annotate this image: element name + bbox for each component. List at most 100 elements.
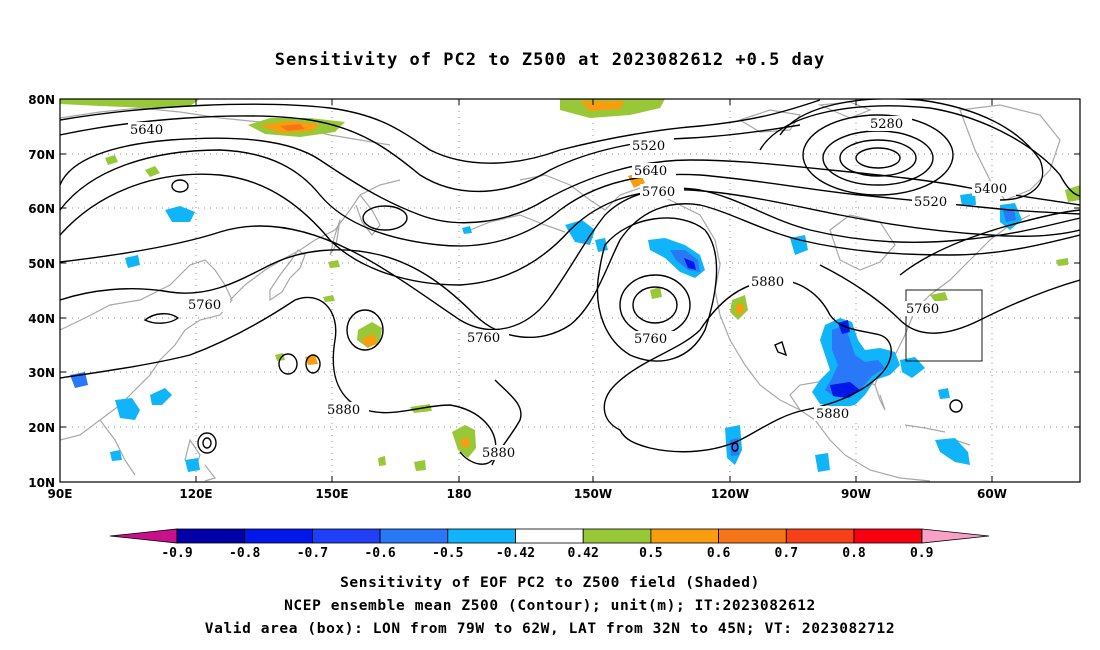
- negative-area: [684, 258, 696, 270]
- z500-contours: [60, 99, 1080, 466]
- negative-area: [185, 458, 200, 472]
- negative-area: [150, 388, 172, 405]
- caption-contour: NCEP ensemble mean Z500 (Contour); unit(…: [284, 598, 816, 614]
- contour-line: [60, 187, 1080, 331]
- positive-area: [105, 155, 118, 165]
- colorbar-cells: [176, 528, 923, 544]
- negative-area: [1003, 209, 1016, 222]
- colorbar-cell: [785, 528, 855, 544]
- colorbar-label: 0.42: [568, 546, 599, 561]
- lon-label: 150E: [315, 487, 348, 501]
- negative-area: [565, 220, 595, 245]
- positive-area: [60, 99, 200, 108]
- positive-area: [736, 303, 744, 315]
- map-title: Sensitivity of PC2 to Z500 at 2023082612…: [274, 50, 826, 70]
- colorbar-label: -0.6: [364, 546, 395, 561]
- contour-line: [839, 139, 917, 177]
- colorbar-label: -0.8: [229, 546, 260, 561]
- negative-area: [462, 226, 472, 234]
- colorbar-cell: [311, 528, 381, 544]
- colorbar-cell: [582, 528, 652, 544]
- negative-area: [730, 438, 739, 456]
- contour-line: [802, 114, 954, 196]
- colorbar-cell: [176, 528, 246, 544]
- contour-label: 5280: [870, 117, 903, 132]
- contour-label: 5640: [634, 164, 667, 179]
- contour-line: [759, 105, 1080, 197]
- plot-frame: [59, 98, 1081, 483]
- negative-area: [825, 325, 885, 398]
- lat-label: 70N: [28, 148, 55, 162]
- positive-area: [378, 456, 386, 466]
- contour-label: 5880: [482, 446, 515, 461]
- colorbar-cell: [718, 528, 787, 544]
- contour-line: [619, 274, 691, 336]
- positive-area: [460, 437, 470, 448]
- lon-axis-labels: 90E 120E 150E 180 150W 120W 90W 60W: [48, 487, 1007, 501]
- contour-line: [202, 437, 212, 449]
- colorbar-label: 0.6: [707, 546, 731, 561]
- ticks: [60, 98, 1080, 482]
- sensitivity-shading: [60, 99, 1080, 472]
- lon-label: 180: [446, 487, 471, 501]
- contour-line: [596, 217, 718, 362]
- contour-line: [60, 137, 1080, 224]
- colorbar-over-triangle: [921, 528, 990, 544]
- contour-line: [899, 209, 1080, 276]
- contour-labels: 5640 5520 5640 5760 5280 5400 5520 5760 …: [128, 116, 1016, 461]
- positive-area: [930, 292, 948, 302]
- contour-line: [60, 296, 497, 465]
- contour-line: [819, 264, 1080, 334]
- colorbar-label: -0.42: [496, 546, 535, 561]
- negative-area: [838, 320, 850, 334]
- colorbar-label: 0.7: [775, 546, 798, 561]
- negative-area: [935, 438, 970, 465]
- positive-area: [323, 295, 335, 302]
- contour-line: [774, 341, 788, 357]
- colorbar-label: 0.8: [842, 546, 866, 561]
- contour-label: 5880: [327, 403, 360, 418]
- negative-area: [110, 450, 122, 461]
- lat-label: 80N: [28, 93, 55, 107]
- colorbar-label: -0.7: [297, 546, 328, 561]
- negative-area: [125, 255, 140, 268]
- positive-area: [580, 101, 625, 111]
- contour-label: 5760: [467, 331, 500, 346]
- contour-label: 5520: [914, 195, 947, 210]
- colorbar: -0.9 -0.8 -0.7 -0.6 -0.5 -0.42 0.42 0.5 0.6 0.7 0.…: [109, 528, 990, 561]
- contour-line: [779, 99, 1044, 201]
- negative-area: [960, 193, 976, 206]
- lat-label: 20N: [28, 421, 55, 435]
- coastlines: [60, 101, 1061, 482]
- lon-label: 150W: [574, 487, 612, 501]
- negative-area: [900, 357, 925, 378]
- contour-line: [731, 442, 739, 452]
- negative-area: [165, 206, 195, 222]
- colorbar-cell: [447, 528, 516, 544]
- colorbar-label: 0.9: [910, 546, 933, 561]
- colorbar-cell: [650, 528, 720, 544]
- contour-label: 5880: [751, 275, 784, 290]
- contour-line: [60, 173, 1080, 286]
- contour-line: [305, 354, 321, 374]
- contour-line: [60, 203, 1080, 338]
- colorbar-cell: [379, 528, 449, 544]
- contour-line: [949, 399, 963, 413]
- colorbar-under-triangle: [109, 528, 178, 544]
- contour-label: 5760: [634, 332, 667, 347]
- positive-area: [362, 334, 378, 347]
- contour-line: [143, 313, 180, 324]
- colorbar-label: 0.5: [639, 546, 662, 561]
- lon-label: 120E: [179, 487, 212, 501]
- contour-line: [197, 432, 217, 454]
- contour-label: 5760: [642, 185, 675, 200]
- contour-line: [855, 147, 901, 169]
- contour-label: 5640: [130, 123, 163, 138]
- positive-area: [414, 460, 426, 471]
- lat-label: 40N: [28, 312, 55, 326]
- lat-label: 30N: [28, 366, 55, 380]
- negative-area: [595, 238, 608, 252]
- contour-line: [171, 179, 189, 193]
- positive-area: [650, 287, 662, 299]
